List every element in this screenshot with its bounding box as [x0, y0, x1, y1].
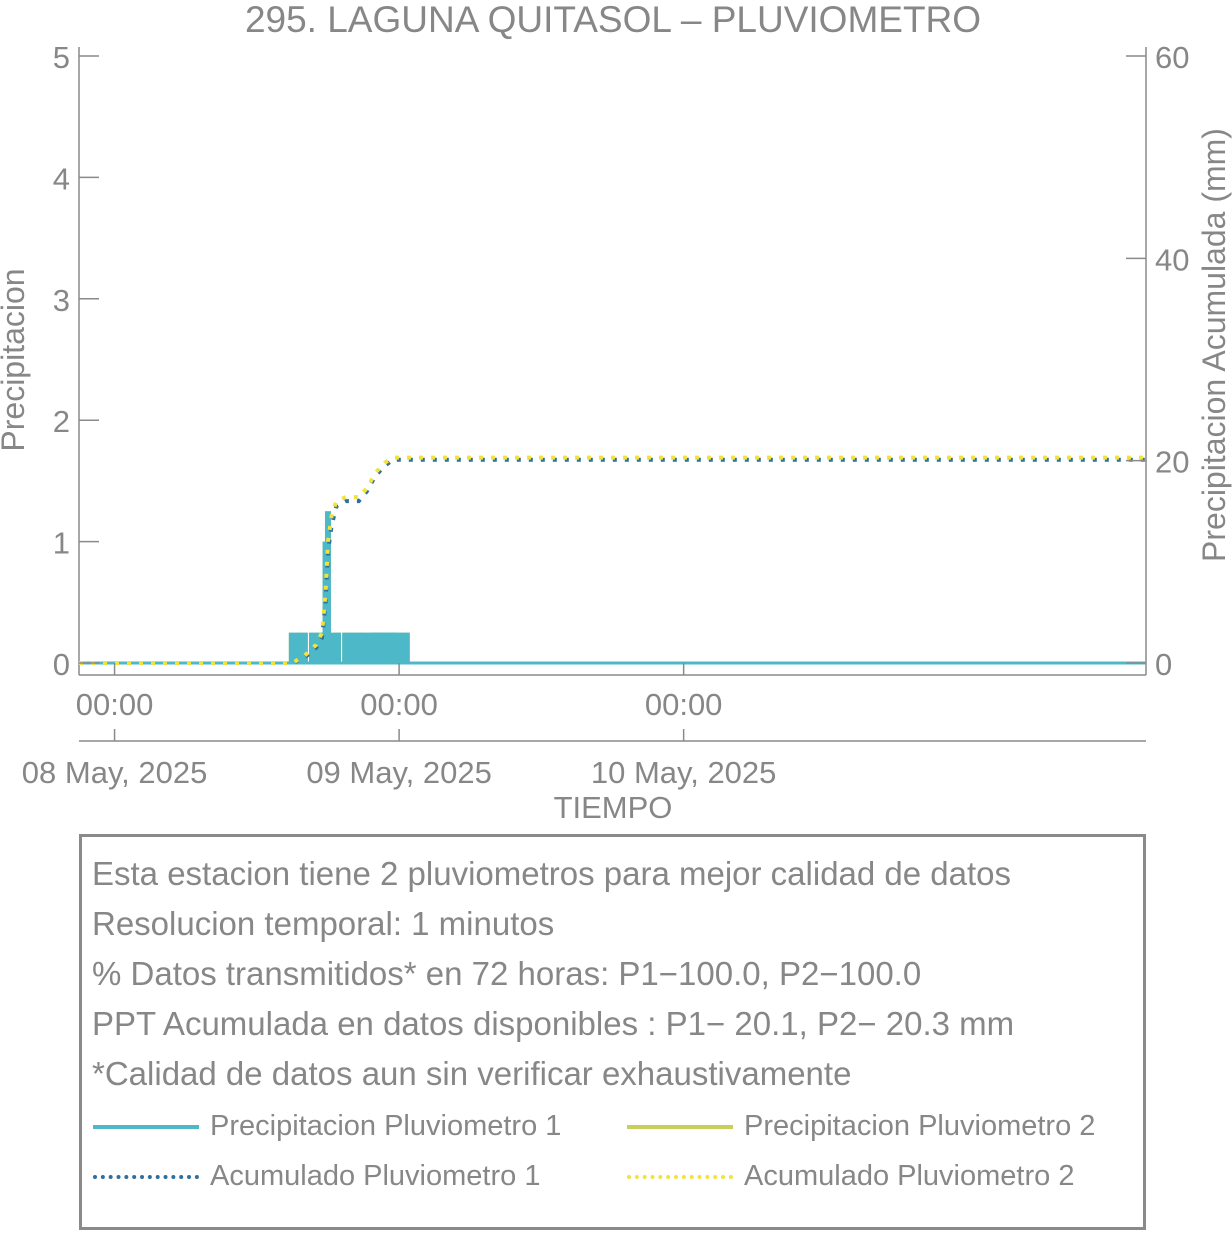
x-tick-label: 00:00 — [645, 687, 723, 722]
info-line-resolution: Resolucion temporal: 1 minutos — [92, 905, 555, 942]
x-date-label: 08 May, 2025 — [22, 755, 208, 790]
x-axis-label: TIEMPO — [554, 790, 673, 825]
legend-swatch-precip-p2 — [627, 1125, 733, 1129]
x-date-label: 09 May, 2025 — [306, 755, 492, 790]
precip-bar — [288, 632, 308, 663]
legend-label-precip-p2: Precipitacion Pluviometro 2 — [744, 1110, 1096, 1142]
info-line-transmitted: % Datos transmitidos* en 72 horas: P1−10… — [92, 955, 922, 992]
y-tick-label: 2 — [53, 404, 70, 439]
legend-label-precip-p1: Precipitacion Pluviometro 1 — [210, 1110, 562, 1142]
accumulated-line — [79, 457, 1146, 665]
precip-bar — [322, 632, 342, 663]
y2-tick-label: 0 — [1155, 647, 1172, 682]
legend-label-accum-p2: Acumulado Pluviometro 2 — [744, 1160, 1075, 1192]
accumulated-lines — [79, 455, 1146, 665]
x-date-label: 10 May, 2025 — [591, 755, 777, 790]
precip-bar — [390, 632, 410, 663]
legend-swatch-accum-p2 — [627, 1175, 733, 1179]
y2-tick-label: 40 — [1155, 242, 1189, 277]
y-tick-label: 0 — [53, 647, 70, 682]
precip-bar — [342, 632, 362, 663]
legend-label-accum-p1: Acumulado Pluviometro 1 — [210, 1160, 541, 1192]
y-axis-label: Precipitacion — [0, 268, 31, 451]
legend-swatch-accum-p1 — [93, 1175, 199, 1179]
precipitation-bars — [79, 511, 1146, 665]
info-line-quality-note: *Calidad de datos aun sin verificar exha… — [92, 1055, 852, 1092]
precipitation-chart: 295. LAGUNA QUITASOL – PLUVIOMETRO 0 1 2 3 4… — [0, 0, 1232, 825]
x-tick-label: 00:00 — [360, 687, 438, 722]
legend-swatch-precip-p1 — [93, 1125, 199, 1129]
y-tick-label: 5 — [53, 40, 70, 75]
precip-bar — [324, 511, 331, 663]
chart-title: 295. LAGUNA QUITASOL – PLUVIOMETRO — [245, 0, 981, 40]
x-tick-label: 00:00 — [76, 687, 154, 722]
axis-ticks: 0 1 2 3 4 5 0 20 40 60 00:00 08 May, 2025 00:00 09 Ma… — [22, 40, 1190, 790]
y2-axis-label: Precipitacion Acumulada (mm) — [1196, 128, 1232, 562]
y-tick-label: 1 — [53, 526, 70, 561]
info-line-accumulated: PPT Acumulada en datos disponibles : P1−… — [92, 1005, 1015, 1042]
plot-frame — [78, 47, 1147, 742]
y-tick-label: 4 — [53, 161, 70, 196]
y2-tick-label: 60 — [1155, 40, 1189, 75]
y-tick-label: 3 — [53, 283, 70, 318]
info-panel: Esta estacion tiene 2 pluviometros para … — [79, 834, 1146, 1230]
y2-tick-label: 20 — [1155, 445, 1189, 480]
accumulated-line — [79, 455, 1146, 665]
info-line-stations: Esta estacion tiene 2 pluviometros para … — [92, 855, 1012, 892]
